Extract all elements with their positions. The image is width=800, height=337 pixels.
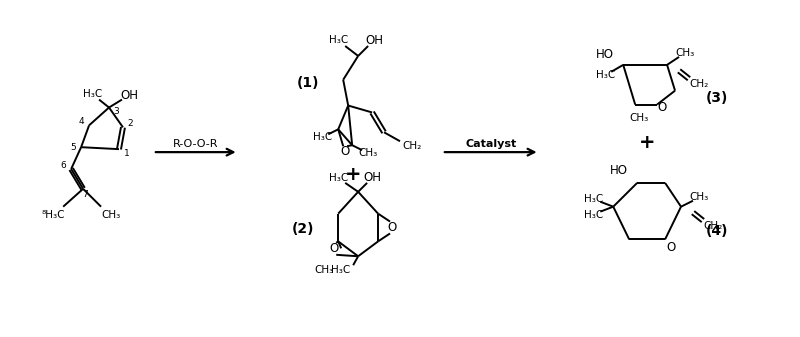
- Text: H₃C: H₃C: [329, 173, 348, 183]
- Text: O: O: [666, 241, 676, 254]
- Text: CH₃: CH₃: [358, 148, 378, 158]
- Text: HO: HO: [596, 49, 614, 61]
- Text: 1: 1: [124, 149, 130, 158]
- Text: HO: HO: [610, 164, 628, 178]
- Text: (3): (3): [706, 91, 728, 104]
- Text: (1): (1): [297, 76, 319, 90]
- Text: O: O: [341, 145, 350, 158]
- Text: (4): (4): [706, 224, 728, 239]
- Text: O: O: [658, 101, 666, 114]
- Text: 2: 2: [127, 119, 133, 128]
- Text: CH₃: CH₃: [675, 48, 694, 58]
- Text: H₃C: H₃C: [313, 132, 332, 142]
- Text: +: +: [639, 133, 655, 152]
- Text: CH₃: CH₃: [102, 210, 121, 220]
- Text: CH₃: CH₃: [690, 192, 709, 202]
- Text: CH₃: CH₃: [630, 114, 649, 123]
- Text: ⁸H₃C: ⁸H₃C: [42, 210, 65, 220]
- Text: 7: 7: [82, 190, 88, 199]
- Text: Catalyst: Catalyst: [465, 139, 516, 149]
- Text: H₃C: H₃C: [329, 35, 348, 45]
- Text: R-O-O-R: R-O-O-R: [173, 139, 218, 149]
- Text: (2): (2): [292, 221, 314, 236]
- Text: H₃C: H₃C: [596, 70, 615, 80]
- Text: O: O: [330, 242, 339, 255]
- Text: CH₂: CH₂: [703, 220, 722, 231]
- Text: OH: OH: [120, 89, 138, 102]
- Text: H₃C: H₃C: [331, 265, 350, 275]
- Text: CH₃: CH₃: [314, 265, 334, 275]
- Text: H₃C: H₃C: [584, 194, 603, 204]
- Text: 4: 4: [78, 117, 84, 126]
- Text: CH₂: CH₂: [402, 141, 422, 151]
- Text: H₃C: H₃C: [584, 210, 603, 220]
- Text: 6: 6: [60, 160, 66, 170]
- Text: 5: 5: [70, 143, 76, 152]
- Text: OH: OH: [365, 34, 383, 47]
- Text: CH₂: CH₂: [690, 79, 709, 89]
- Text: O: O: [387, 221, 397, 234]
- Text: OH: OH: [363, 172, 381, 184]
- Text: +: +: [345, 165, 362, 184]
- Text: 3: 3: [113, 107, 119, 116]
- Text: H₃C: H₃C: [83, 89, 102, 99]
